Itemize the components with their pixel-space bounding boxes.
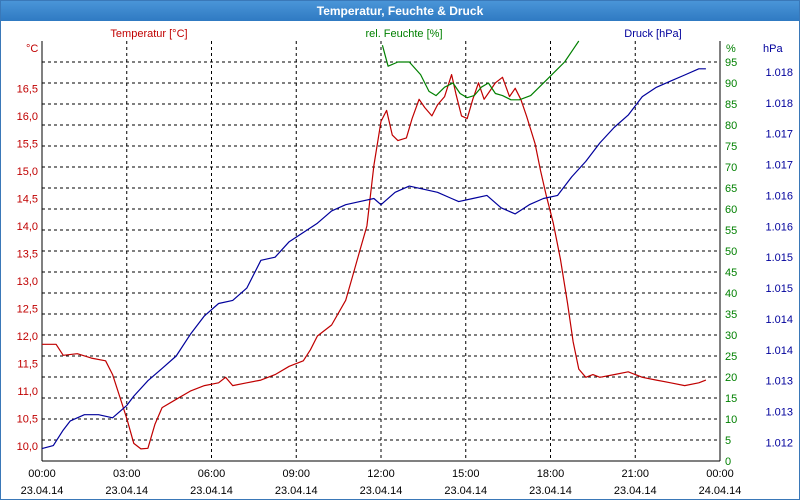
pressure-tick-label: 1.018: [765, 98, 793, 110]
temperature-tick-label: 16,5: [17, 83, 38, 95]
x-tick-date-label: 23.04.14: [190, 485, 233, 497]
x-tick-time-label: 03:00: [113, 468, 141, 480]
x-tick-date-label: 23.04.14: [21, 485, 64, 497]
window-title: Temperatur, Feuchte & Druck: [1, 1, 799, 21]
pressure-tick-label: 1.013: [765, 376, 793, 388]
pressure-tick-label: 1.016: [765, 221, 793, 233]
humidity-tick-label: 85: [725, 99, 737, 111]
humidity-tick-label: 35: [725, 309, 737, 321]
humidity-tick-label: 25: [725, 351, 737, 363]
temperature-legend-label: Temperatur [°C]: [110, 28, 187, 40]
pressure-tick-label: 1.015: [765, 252, 793, 264]
x-tick-date-label: 23.04.14: [105, 485, 148, 497]
humidity-tick-label: 60: [725, 204, 737, 216]
x-tick-date-label: 23.04.14: [275, 485, 318, 497]
x-tick-time-label: 00:00: [28, 468, 56, 480]
temperature-tick-label: 13,0: [17, 276, 38, 288]
temperature-tick-label: 15,0: [17, 166, 38, 178]
humidity-tick-label: 10: [725, 414, 737, 426]
humidity-tick-label: 5: [725, 435, 731, 447]
pressure-tick-label: 1.013: [765, 407, 793, 419]
temperature-tick-label: 10,0: [17, 441, 38, 453]
humidity-tick-label: 15: [725, 393, 737, 405]
humidity-tick-label: 90: [725, 78, 737, 90]
temperature-tick-label: 12,0: [17, 331, 38, 343]
humidity-tick-label: 55: [725, 225, 737, 237]
humidity-tick-label: 95: [725, 57, 737, 69]
humidity-tick-label: 0: [725, 456, 731, 468]
pressure-tick-label: 1.012: [765, 437, 793, 449]
x-tick-time-label: 06:00: [198, 468, 226, 480]
humidity-tick-label: 70: [725, 162, 737, 174]
humidity-series-line: [381, 40, 580, 101]
temperature-tick-label: 16,0: [17, 111, 38, 123]
temperature-tick-label: 11,0: [17, 386, 38, 398]
x-tick-time-label: 15:00: [452, 468, 480, 480]
humidity-tick-label: 20: [725, 372, 737, 384]
axes: °C Temperatur [°C] rel. Feuchte [%] Druc…: [17, 28, 793, 497]
pressure-tick-label: 1.018: [765, 67, 793, 79]
temperature-tick-label: 13,5: [17, 248, 38, 260]
pressure-legend-label: Druck [hPa]: [624, 28, 681, 40]
temperature-tick-label: 15,5: [17, 138, 38, 150]
pressure-tick-label: 1.014: [765, 314, 793, 326]
humidity-tick-label: 50: [725, 246, 737, 258]
pressure-tick-label: 1.014: [765, 345, 793, 357]
temperature-tick-label: 11,5: [17, 359, 38, 371]
humidity-legend-label: rel. Feuchte [%]: [365, 28, 442, 40]
humidity-tick-label: 45: [725, 267, 737, 279]
x-tick-date-label: 23.04.14: [444, 485, 487, 497]
x-tick-time-label: 09:00: [282, 468, 310, 480]
x-tick-date-label: 23.04.14: [529, 485, 572, 497]
series-layer: [41, 40, 707, 450]
temperature-unit-label: °C: [26, 43, 38, 55]
humidity-unit-label: %: [726, 43, 736, 55]
pressure-unit-label: hPa: [763, 43, 783, 55]
temperature-tick-label: 10,5: [17, 414, 38, 426]
x-tick-time-label: 12:00: [367, 468, 395, 480]
humidity-tick-label: 30: [725, 330, 737, 342]
line-chart: °C Temperatur [°C] rel. Feuchte [%] Druc…: [1, 21, 799, 499]
humidity-tick-label: 40: [725, 288, 737, 300]
pressure-tick-label: 1.017: [765, 129, 793, 141]
pressure-tick-label: 1.017: [765, 160, 793, 172]
pressure-series-line: [41, 68, 706, 450]
x-tick-time-label: 00:00: [706, 468, 734, 480]
x-tick-date-label: 23.04.14: [614, 485, 657, 497]
temperature-tick-label: 14,0: [17, 221, 38, 233]
grid: [41, 41, 721, 462]
humidity-tick-label: 80: [725, 120, 737, 132]
x-tick-time-label: 18:00: [537, 468, 565, 480]
temperature-tick-label: 12,5: [17, 304, 38, 316]
pressure-tick-label: 1.016: [765, 190, 793, 202]
x-tick-date-label: 23.04.14: [360, 485, 403, 497]
x-tick-time-label: 21:00: [621, 468, 649, 480]
x-tick-date-label: 24.04.14: [699, 485, 742, 497]
temperature-series-line: [42, 73, 707, 450]
pressure-tick-label: 1.015: [765, 283, 793, 295]
humidity-tick-label: 65: [725, 183, 737, 195]
humidity-tick-label: 75: [725, 141, 737, 153]
temperature-tick-label: 14,5: [17, 193, 38, 205]
